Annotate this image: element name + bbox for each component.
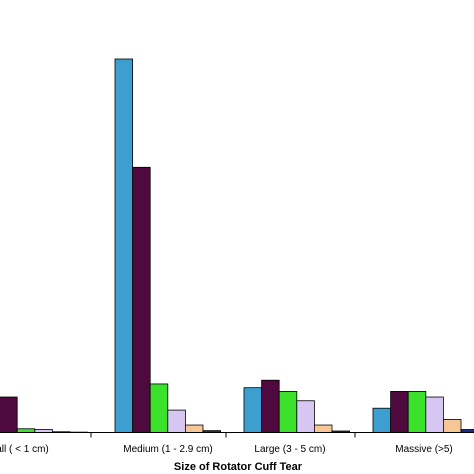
x-tick-label-4: Massive (>5): [395, 444, 453, 455]
x-tick-labels-group: Small ( < 1 cm) Medium (1 - 2.9 cm) Large …: [0, 444, 453, 455]
bar-series-1-2: [114, 58, 134, 433]
bar-series-2-3: [261, 379, 280, 433]
x-tick-label-1: Small ( < 1 cm): [0, 444, 49, 455]
bar-series-3-2: [149, 383, 169, 433]
bar-series-4-2: [167, 409, 186, 433]
bar-series-2-4: [390, 391, 409, 433]
x-ticks-group: [90, 432, 356, 438]
x-axis-title: Size of Rotator Cuff Tear: [174, 461, 303, 473]
bar-series-2-1: [0, 396, 18, 433]
bar-series-5-2: [184, 424, 204, 433]
bar-series-4-3: [296, 400, 315, 433]
x-tick-label-2: Medium (1 - 2.9 cm): [123, 444, 212, 455]
bar-series-1-4: [372, 407, 392, 433]
bars-group: [0, 58, 474, 433]
bar-series-3-3: [278, 391, 298, 433]
x-tick-label-3: Large (3 - 5 cm): [254, 444, 325, 455]
bar-series-1-3: [243, 387, 263, 433]
bar-series-3-4: [407, 391, 427, 433]
bar-series-2-2: [132, 166, 151, 433]
bar-series-4-4: [425, 396, 444, 433]
bar-series-5-4: [442, 419, 462, 433]
bar-series-3-1: [16, 428, 36, 433]
bar-series-5-3: [313, 424, 333, 433]
